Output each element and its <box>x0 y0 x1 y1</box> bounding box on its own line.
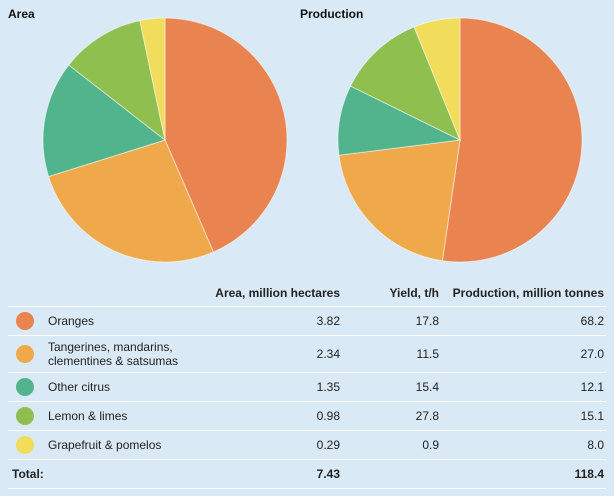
category-label: Other citrus <box>42 372 208 402</box>
total-label: Total: <box>8 459 208 489</box>
legend-dot <box>16 407 34 425</box>
legend-dot <box>16 312 34 330</box>
pie-slice <box>349 26 461 142</box>
column-header: Production, million tonnes <box>441 280 606 307</box>
production-value: 12.1 <box>441 372 606 402</box>
area-value: 1.35 <box>208 372 342 402</box>
legend-dot <box>16 378 34 396</box>
table-row: Oranges 3.82 17.8 68.2 <box>8 306 606 336</box>
empty-header <box>42 280 208 307</box>
legend-dot <box>16 436 34 454</box>
total-production: 118.4 <box>441 459 606 489</box>
pie-slice <box>413 17 461 141</box>
production-value: 68.2 <box>441 306 606 336</box>
pie-slice <box>42 64 167 178</box>
yield-value: 27.8 <box>342 401 441 431</box>
charts: Area Production <box>8 7 583 263</box>
category-label: Tangerines, mandarins, clementines & sat… <box>42 335 208 373</box>
legend-cell <box>8 372 42 402</box>
pie-slice <box>47 139 215 263</box>
table-row: Tangerines, mandarins, clementines & sat… <box>8 335 606 373</box>
legend-cell <box>8 335 42 373</box>
table-row: Grapefruit & pomelos 0.29 0.9 8.0 <box>8 430 606 460</box>
area-value: 0.29 <box>208 430 342 460</box>
header-row: Area, million hectares Yield, t/h Produc… <box>8 280 606 307</box>
yield-value: 11.5 <box>342 335 441 373</box>
legend-cell <box>8 401 42 431</box>
yield-value: 15.4 <box>342 372 441 402</box>
table-row: Other citrus 1.35 15.4 12.1 <box>8 372 606 402</box>
pie-slice <box>68 20 166 142</box>
legend-cell <box>8 430 42 460</box>
area-value: 2.34 <box>208 335 342 373</box>
category-label: Lemon & limes <box>42 401 208 431</box>
pie-slice <box>164 17 288 253</box>
area-value: 0.98 <box>208 401 342 431</box>
category-label: Grapefruit & pomelos <box>42 430 208 460</box>
pie-slice <box>441 17 583 263</box>
total-row: Total: 7.43 118.4 <box>8 459 606 489</box>
area-value: 3.82 <box>208 306 342 336</box>
chart-title: Area <box>8 7 35 21</box>
empty-cell <box>342 459 441 489</box>
column-header: Yield, t/h <box>342 280 441 307</box>
category-label: Oranges <box>42 306 208 336</box>
empty-header <box>8 280 42 307</box>
data-table: Area, million hectares Yield, t/h Produc… <box>8 280 606 489</box>
production-value: 8.0 <box>441 430 606 460</box>
legend-dot <box>16 345 34 363</box>
column-header: Area, million hectares <box>208 280 342 307</box>
table-row: Lemon & limes 0.98 27.8 15.1 <box>8 401 606 431</box>
production-value: 27.0 <box>441 335 606 373</box>
yield-value: 0.9 <box>342 430 441 460</box>
pie-slice <box>139 17 166 141</box>
yield-value: 17.8 <box>342 306 441 336</box>
chart-title: Production <box>300 7 363 21</box>
legend-cell <box>8 306 42 336</box>
table-body: Oranges 3.82 17.8 68.2 Tangerines, mandarins… <box>8 306 606 489</box>
total-area: 7.43 <box>208 459 342 489</box>
production-value: 15.1 <box>441 401 606 431</box>
pie-slice <box>338 139 461 262</box>
